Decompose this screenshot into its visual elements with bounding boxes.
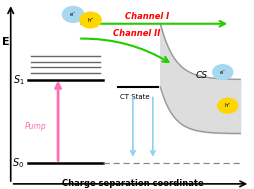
Text: $S_0$: $S_0$ [12, 156, 24, 170]
Text: E: E [2, 37, 10, 47]
Text: e⁻: e⁻ [70, 12, 76, 17]
Text: h⁺: h⁺ [87, 18, 94, 22]
Text: e⁻: e⁻ [219, 70, 226, 75]
Text: $S_1$: $S_1$ [13, 73, 24, 87]
Circle shape [213, 65, 233, 80]
Text: CT State: CT State [120, 94, 150, 100]
Text: h⁺: h⁺ [225, 103, 231, 108]
Circle shape [80, 12, 101, 28]
Circle shape [62, 6, 84, 22]
Text: Channel I: Channel I [124, 12, 169, 21]
Text: Pump: Pump [25, 122, 46, 131]
Circle shape [218, 98, 238, 113]
Text: Charge separation coordinate: Charge separation coordinate [62, 179, 204, 188]
Text: CS: CS [195, 71, 208, 80]
Text: Channel II: Channel II [113, 29, 160, 39]
